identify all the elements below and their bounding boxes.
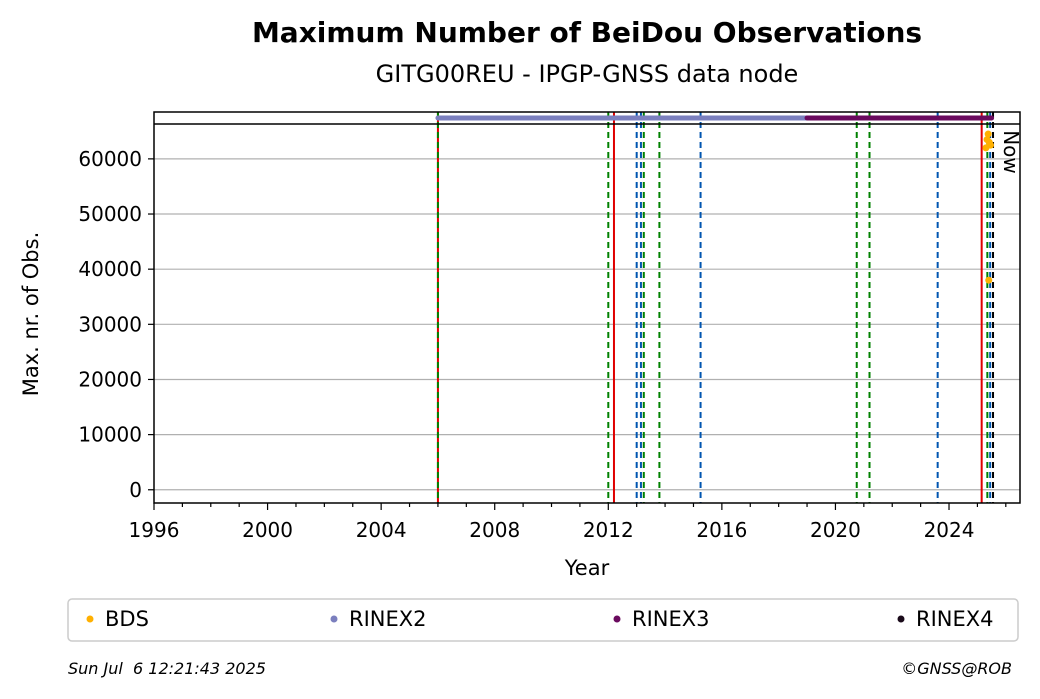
x-tick-label: 2012 (583, 518, 634, 542)
legend-marker-rinex3 (613, 615, 621, 623)
y-tick-label: 40000 (78, 257, 142, 281)
legend-marker-bds (86, 615, 94, 623)
y-tick-label: 20000 (78, 367, 142, 391)
footer-credit: ©GNSS@ROB (901, 659, 1012, 678)
y-tick-label: 0 (129, 478, 142, 502)
legend-label-rinex4: RINEX4 (916, 607, 994, 631)
x-tick-label: 2004 (356, 518, 407, 542)
legend-marker-rinex2 (330, 615, 338, 623)
data-series (435, 115, 995, 284)
legend-item-rinex2: RINEX2 (330, 607, 427, 631)
legend-item-rinex3: RINEX3 (613, 607, 710, 631)
y-tick-label: 30000 (78, 312, 142, 336)
x-tick-label: 2000 (242, 518, 293, 542)
y-tick-label: 10000 (78, 423, 142, 447)
data-point-bds (985, 276, 993, 284)
data-point-bds (986, 141, 994, 149)
vertical-event-lines (436, 112, 995, 503)
x-tick-label: 1996 (129, 518, 180, 542)
x-axis-ticks: 1996 2000 2004 2008 2012 2016 2020 2024 (129, 503, 1007, 542)
x-tick-label: 2008 (469, 518, 520, 542)
y-axis-label: Max. nr. of Obs. (19, 232, 43, 397)
y-axis-ticks: 0 10000 20000 30000 40000 50000 60000 (78, 147, 154, 502)
y-tick-label: 50000 (78, 202, 142, 226)
x-axis-label: Year (564, 556, 610, 580)
legend-item-bds: BDS (86, 607, 149, 631)
now-label: Now (999, 130, 1023, 174)
chart-title: Maximum Number of BeiDou Observations (252, 16, 922, 49)
legend-label-bds: BDS (105, 607, 149, 631)
footer-timestamp: Sun Jul 6 12:21:43 2025 (68, 659, 266, 678)
grid-lines (154, 158, 1020, 491)
chart-subtitle: GITG00REU - IPGP-GNSS data node (376, 60, 799, 88)
x-tick-label: 2024 (924, 518, 975, 542)
legend-marker-rinex4 (897, 615, 905, 623)
legend-label-rinex2: RINEX2 (349, 607, 427, 631)
y-tick-label: 60000 (78, 147, 142, 171)
data-point-bds (984, 130, 992, 138)
plot-frame (153, 111, 1021, 504)
legend-item-rinex4: RINEX4 (897, 607, 994, 631)
x-tick-label: 2016 (696, 518, 747, 542)
x-tick-label: 2020 (810, 518, 861, 542)
legend-box (67, 598, 1019, 642)
legend-label-rinex3: RINEX3 (632, 607, 710, 631)
